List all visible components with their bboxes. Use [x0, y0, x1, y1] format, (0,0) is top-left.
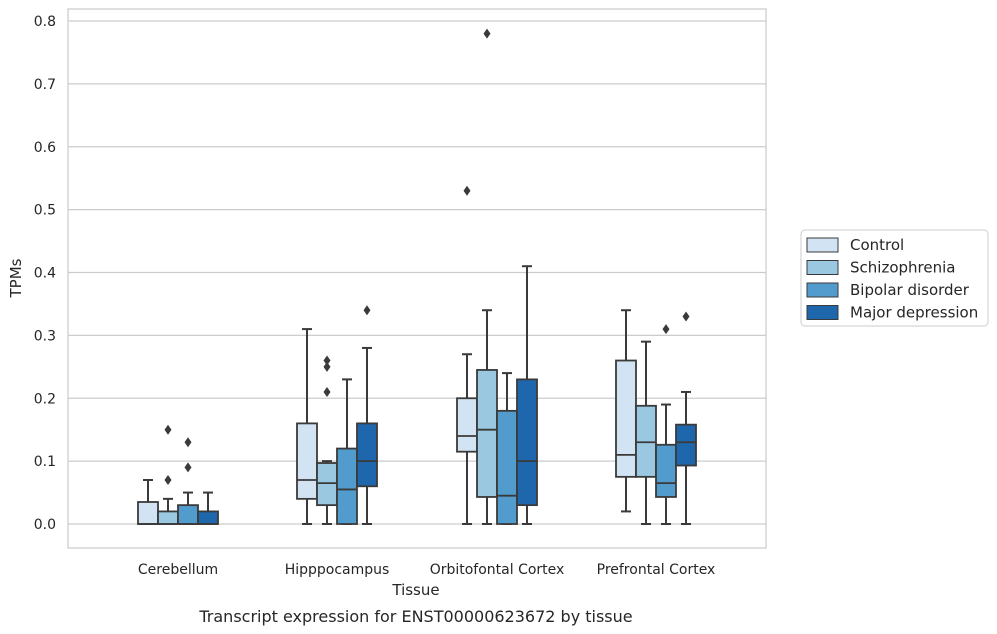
- box-body: [655, 443, 677, 498]
- box-major-depression: [516, 265, 538, 525]
- legend-label: Major depression: [850, 304, 978, 322]
- box-body: [356, 422, 378, 488]
- box-schizophrenia: [635, 340, 657, 525]
- x-axis-ticks: Cerebellum Hipppocampus Orbitofontal Corte…: [138, 562, 715, 578]
- legend-label: Bipolar disorder: [850, 281, 970, 299]
- y-tick-label: 0.8: [34, 14, 56, 30]
- box-control: [456, 185, 478, 525]
- outlier-point: [184, 437, 192, 448]
- box-body: [157, 510, 179, 525]
- outlier-point: [323, 355, 331, 366]
- box-body: [336, 447, 358, 525]
- outlier-point: [363, 305, 371, 316]
- legend-swatch: [806, 282, 839, 298]
- box-body: [177, 504, 199, 525]
- plot-area: [67, 8, 767, 549]
- box-body: [516, 378, 538, 507]
- box-major-depression: [197, 491, 219, 525]
- box-schizophrenia: [476, 28, 498, 525]
- box-body: [615, 359, 637, 478]
- box-body: [675, 423, 697, 467]
- box-bipolar-disorder: [496, 372, 518, 525]
- x-tick-label: Cerebellum: [138, 562, 218, 578]
- box-body: [476, 369, 498, 498]
- y-tick-label: 0.4: [34, 266, 56, 282]
- box-bipolar-disorder: [177, 437, 199, 525]
- legend-swatch: [806, 237, 839, 253]
- box-major-depression: [356, 305, 378, 525]
- y-tick-label: 0.2: [34, 391, 56, 407]
- box-control: [615, 309, 637, 513]
- y-tick-label: 0.7: [34, 77, 56, 93]
- outlier-point: [463, 185, 471, 196]
- y-tick-label: 0.1: [34, 454, 56, 470]
- y-tick-label: 0.5: [34, 203, 56, 219]
- legend: Control Schizophrenia Bipolar disorder Majo…: [800, 229, 989, 327]
- box-control: [296, 328, 318, 525]
- box-schizophrenia: [157, 424, 179, 525]
- box-body: [137, 501, 159, 525]
- y-tick-label: 0.6: [34, 140, 56, 156]
- boxes: [137, 28, 697, 525]
- box-body: [635, 404, 657, 478]
- box-control: [137, 478, 159, 525]
- x-tick-label: Hipppocampus: [285, 562, 390, 578]
- box-body: [197, 510, 219, 525]
- outlier-point: [483, 28, 491, 39]
- x-tick-label: Orbitofontal Cortex: [430, 562, 565, 578]
- y-axis-label: TPMs: [7, 258, 25, 298]
- legend-frame: [800, 229, 989, 327]
- legend-label: Control: [850, 236, 904, 254]
- chart-caption: Transcript expression for ENST0000062367…: [198, 607, 632, 626]
- y-tick-label: 0.3: [34, 328, 56, 344]
- grid-lines: [68, 20, 766, 525]
- legend-swatch: [806, 305, 839, 320]
- box-bipolar-disorder: [336, 378, 358, 525]
- outlier-point: [164, 424, 172, 435]
- x-axis-label: Tissue: [391, 581, 439, 599]
- outlier-point: [662, 324, 670, 335]
- box-schizophrenia: [316, 355, 338, 525]
- outlier-point: [682, 311, 690, 322]
- y-tick-label: 0.0: [34, 517, 56, 533]
- box-body: [496, 409, 518, 525]
- outlier-point: [164, 474, 172, 485]
- x-tick-label: Prefrontal Cortex: [597, 562, 716, 578]
- box-body: [456, 397, 478, 453]
- outlier-point: [184, 462, 192, 473]
- y-axis-ticks: 0.0 0.1 0.2 0.3 0.4 0.5 0.6 0.7 0.8: [34, 14, 56, 533]
- box-body: [296, 422, 318, 500]
- legend-swatch: [806, 260, 839, 275]
- outlier-point: [323, 361, 331, 372]
- box-major-depression: [675, 311, 697, 525]
- box-body: [316, 462, 338, 507]
- box-bipolar-disorder: [655, 324, 677, 525]
- legend-label: Schizophrenia: [850, 259, 955, 277]
- outlier-point: [323, 386, 331, 397]
